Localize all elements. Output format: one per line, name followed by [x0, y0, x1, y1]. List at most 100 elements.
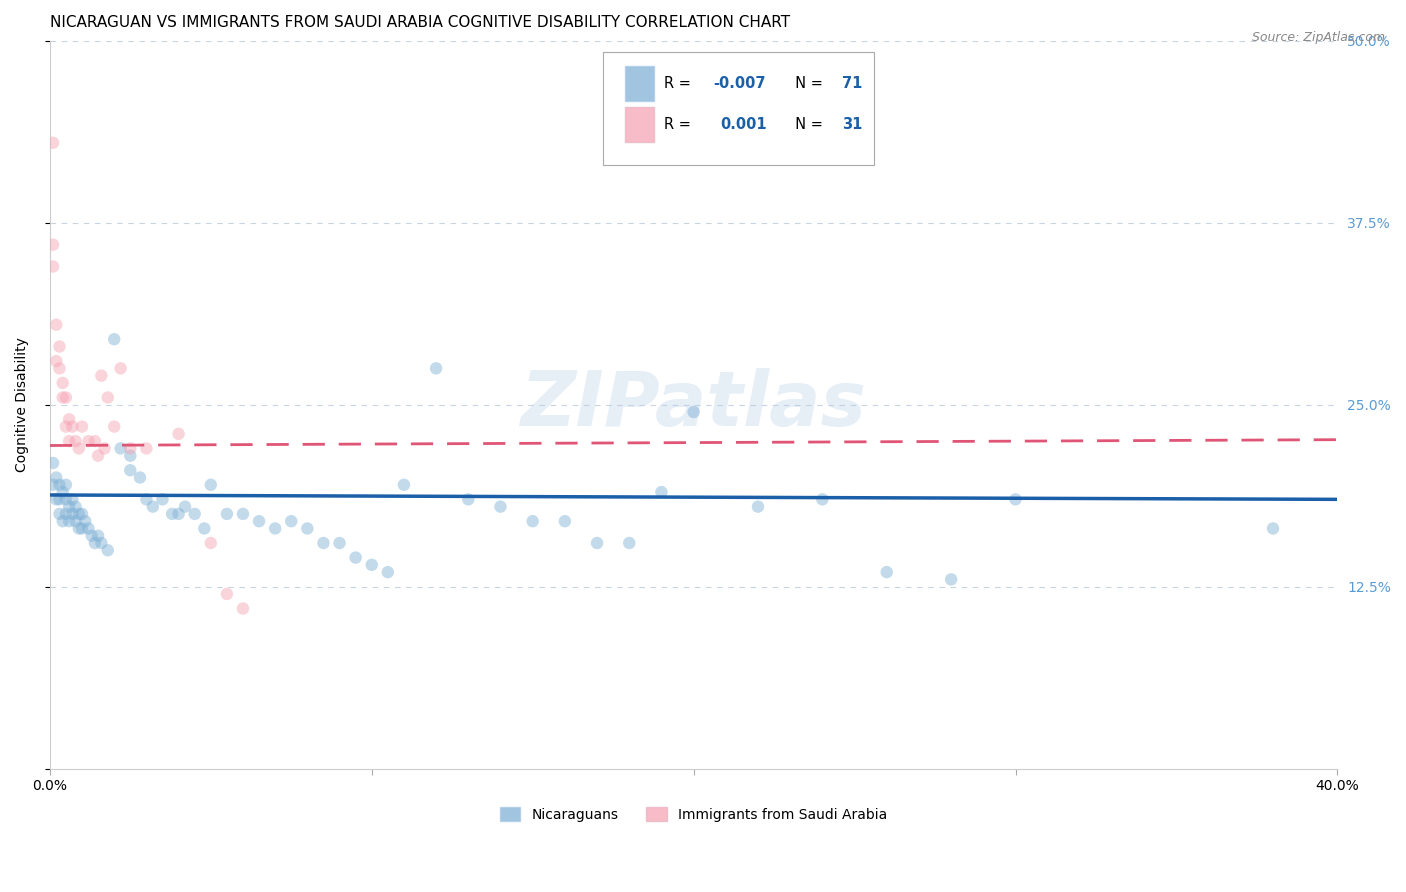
Point [42, 477, 65, 491]
Point [55, 391, 77, 405]
Text: NICARAGUAN VS IMMIGRANTS FROM SAUDI ARABIA COGNITIVE DISABILITY CORRELATION CHAR: NICARAGUAN VS IMMIGRANTS FROM SAUDI ARAB… [49, 15, 790, 30]
Point [45, 318, 67, 332]
Point [55, 492, 77, 507]
Point [747, 500, 769, 514]
Text: Source: ZipAtlas.com: Source: ZipAtlas.com [1251, 31, 1385, 45]
Point [70, 507, 93, 521]
Point [554, 514, 576, 528]
Point [67, 442, 90, 456]
Point [45, 470, 67, 484]
Point [65, 434, 87, 449]
Point [103, 332, 125, 346]
Point [135, 492, 157, 507]
Point [80, 529, 103, 543]
Point [97, 391, 120, 405]
Point [120, 449, 142, 463]
Text: 31: 31 [842, 117, 862, 132]
Point [55, 419, 77, 434]
Point [90, 368, 112, 383]
Point [215, 587, 238, 601]
Point [392, 477, 415, 491]
Text: R =: R = [664, 117, 700, 132]
Point [45, 492, 67, 507]
Point [48, 361, 70, 376]
Point [70, 521, 93, 535]
Point [42, 260, 65, 274]
Point [183, 507, 205, 521]
Point [97, 543, 120, 558]
Point [1004, 492, 1026, 507]
Point [939, 573, 962, 587]
Point [215, 507, 238, 521]
Point [232, 601, 254, 615]
Point [83, 434, 105, 449]
Point [65, 500, 87, 514]
FancyBboxPatch shape [626, 107, 654, 142]
FancyBboxPatch shape [626, 66, 654, 101]
Point [70, 419, 93, 434]
Legend: Nicaraguans, Immigrants from Saudi Arabia: Nicaraguans, Immigrants from Saudi Arabi… [494, 801, 893, 827]
Point [619, 536, 641, 550]
Point [120, 463, 142, 477]
Point [280, 514, 302, 528]
Point [48, 339, 70, 353]
Point [58, 514, 80, 528]
Text: N =: N = [786, 76, 828, 91]
Point [48, 507, 70, 521]
Point [58, 412, 80, 426]
Point [42, 456, 65, 470]
Point [60, 419, 83, 434]
Point [93, 442, 115, 456]
Point [377, 565, 399, 579]
Point [87, 529, 110, 543]
Point [360, 558, 382, 572]
Text: ZIPatlas: ZIPatlas [520, 368, 866, 442]
Point [75, 514, 97, 528]
Point [193, 521, 215, 535]
Point [232, 507, 254, 521]
Point [52, 485, 75, 500]
Point [297, 521, 319, 535]
Point [52, 514, 75, 528]
Point [247, 514, 270, 528]
Point [52, 391, 75, 405]
Point [876, 565, 898, 579]
Point [52, 376, 75, 390]
Point [67, 507, 90, 521]
Point [152, 492, 174, 507]
Point [457, 492, 479, 507]
Point [87, 449, 110, 463]
Point [83, 536, 105, 550]
Point [522, 514, 544, 528]
Text: 0.001: 0.001 [721, 117, 768, 132]
Point [586, 536, 609, 550]
Point [77, 521, 100, 535]
Point [135, 442, 157, 456]
Point [58, 434, 80, 449]
Y-axis label: Cognitive Disability: Cognitive Disability [15, 337, 30, 472]
Point [60, 507, 83, 521]
Point [167, 507, 190, 521]
Point [60, 492, 83, 507]
Point [42, 237, 65, 252]
Point [65, 514, 87, 528]
Point [167, 426, 190, 441]
FancyBboxPatch shape [603, 52, 875, 165]
Point [200, 536, 222, 550]
Point [312, 536, 335, 550]
Point [1261, 521, 1284, 535]
Point [110, 361, 132, 376]
Point [811, 492, 834, 507]
Point [77, 434, 100, 449]
Point [142, 500, 165, 514]
Point [200, 477, 222, 491]
Point [48, 477, 70, 491]
Point [425, 361, 447, 376]
Point [174, 500, 197, 514]
Point [650, 485, 672, 500]
Point [55, 477, 77, 491]
Text: R =: R = [664, 76, 696, 91]
Point [110, 442, 132, 456]
Text: 71: 71 [842, 76, 862, 91]
Point [120, 442, 142, 456]
